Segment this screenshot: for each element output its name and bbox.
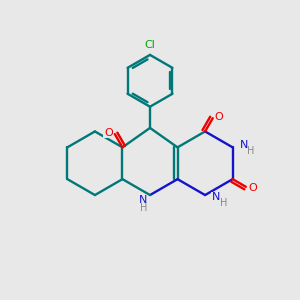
- Text: H: H: [140, 203, 147, 213]
- Text: O: O: [248, 183, 257, 193]
- Text: N: N: [139, 195, 148, 205]
- Text: H: H: [247, 146, 255, 156]
- Text: Cl: Cl: [145, 40, 155, 50]
- Text: N: N: [212, 192, 220, 203]
- Text: O: O: [215, 112, 224, 122]
- Text: O: O: [104, 128, 113, 138]
- Text: H: H: [220, 198, 227, 208]
- Text: N: N: [240, 140, 248, 150]
